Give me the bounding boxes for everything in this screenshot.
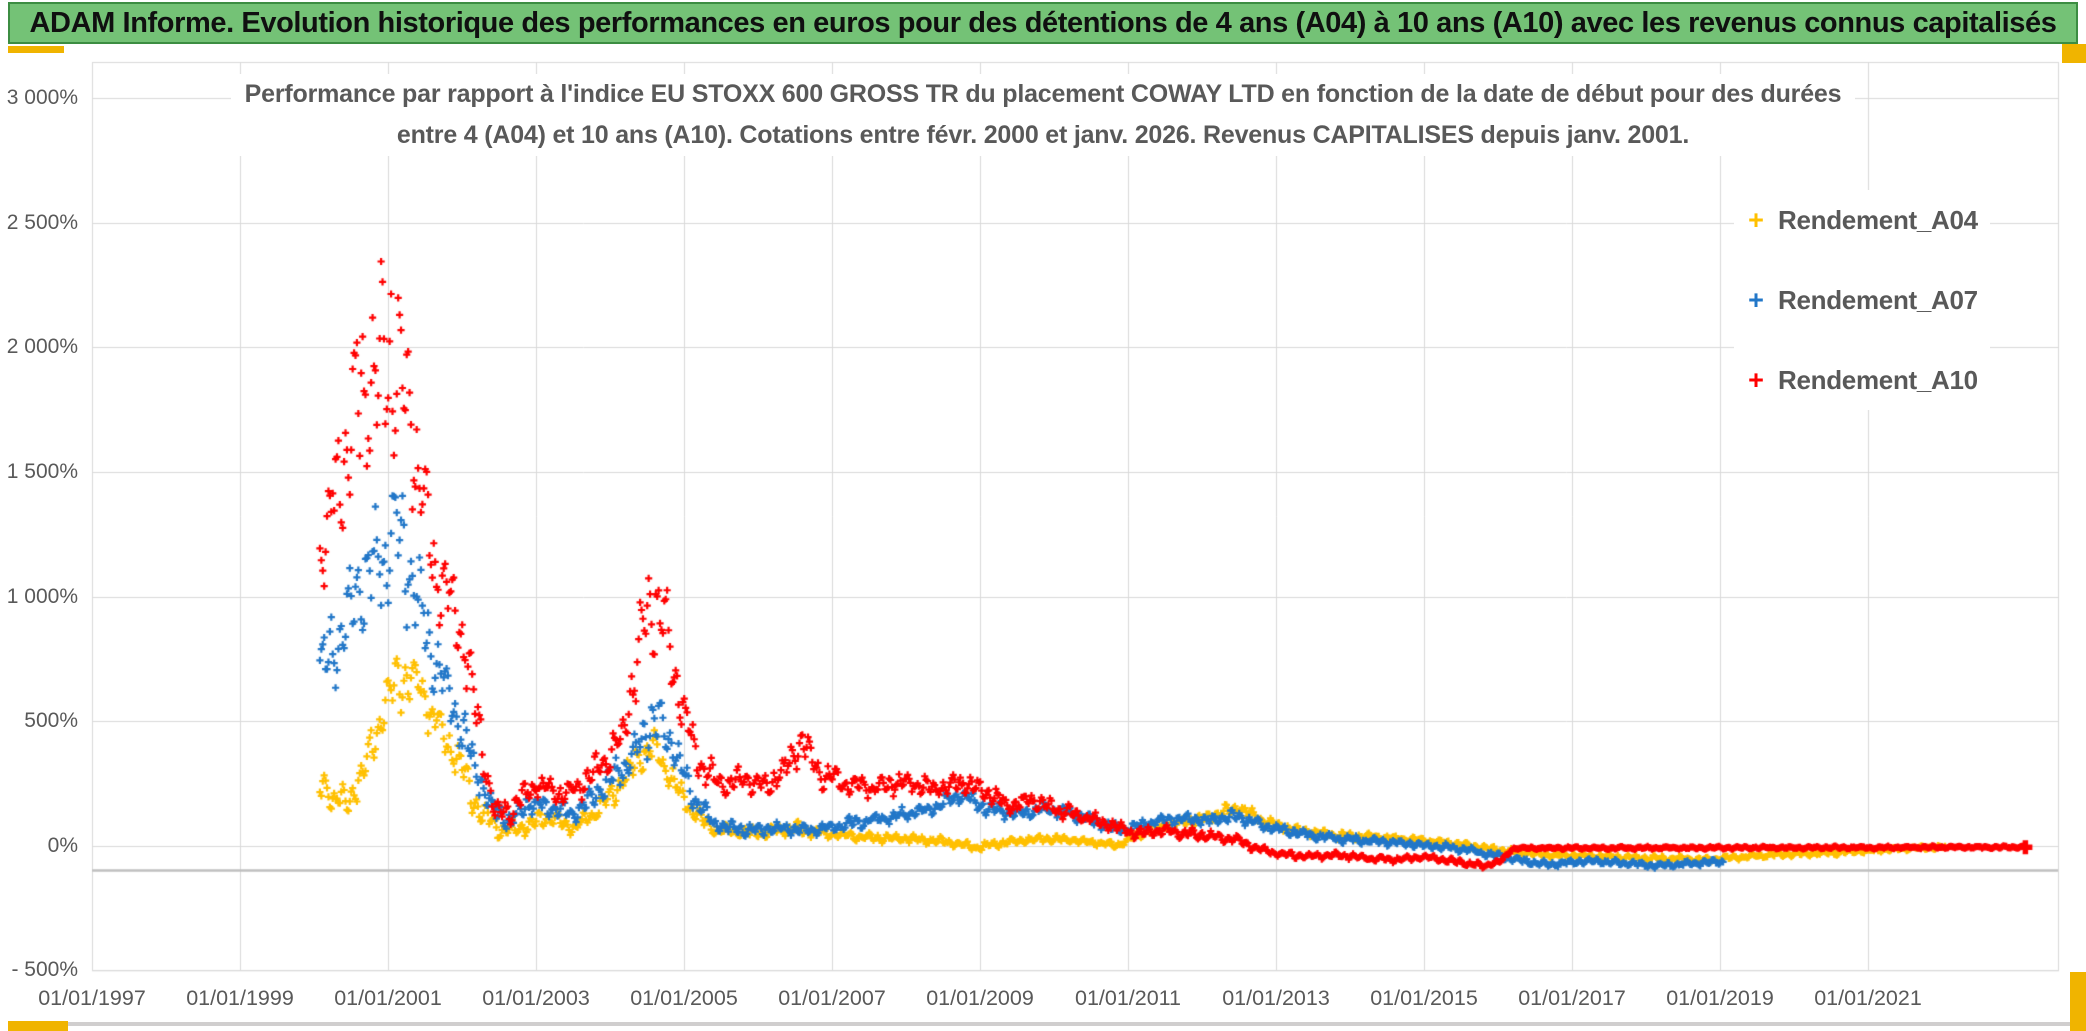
plus-marker-icon: + [1748,364,1764,395]
legend-label: Rendement_A04 [1778,204,1978,235]
y-tick-label: 1 500% [6,459,78,483]
legend-label: Rendement_A07 [1778,284,1978,315]
y-tick-label: - 500% [11,958,78,982]
legend-item-a10: + Rendement_A10 [1734,360,1990,400]
legend-label: Rendement_A10 [1778,364,1978,395]
plus-marker-icon: + [1748,284,1764,315]
legend-item-a07: + Rendement_A07 [1734,280,1990,320]
x-tick-label: 01/01/2013 [1222,986,1330,1010]
x-tick-label: 01/01/2011 [1074,986,1181,1010]
x-tick-label: 01/01/2005 [630,986,738,1010]
y-tick-label: 500% [24,709,78,733]
x-tick-label: 01/01/2009 [926,986,1034,1010]
y-tick-label: 2 500% [6,210,78,234]
legend: + Rendement_A04 + Rendement_A07 + Rendem… [1734,190,1990,410]
x-tick-label: 01/01/2003 [482,986,590,1010]
y-tick-label: 1 000% [6,584,78,608]
x-tick-label: 01/01/2001 [334,986,442,1010]
plus-marker-icon: + [1748,204,1764,235]
x-tick-label: 01/01/2007 [778,986,886,1010]
x-tick-label: 01/01/2019 [1666,986,1774,1010]
y-tick-label: 3 000% [6,86,78,110]
y-tick-label: 0% [47,833,78,857]
y-tick-label: 2 000% [6,335,78,359]
x-tick-label: 01/01/1997 [38,986,146,1010]
chart-title: Performance par rapport à l'indice EU ST… [230,74,1856,156]
x-tick-label: 01/01/1999 [186,986,294,1010]
legend-item-a04: + Rendement_A04 [1734,200,1990,240]
x-tick-label: 01/01/2017 [1518,986,1626,1010]
x-tick-label: 01/01/2021 [1814,986,1922,1010]
chart-title-line1: Performance par rapport à l'indice EU ST… [244,80,1842,108]
chart-title-line2: entre 4 (A04) et 10 ans (A10). Cotations… [396,121,1690,149]
x-tick-label: 01/01/2015 [1370,986,1478,1010]
